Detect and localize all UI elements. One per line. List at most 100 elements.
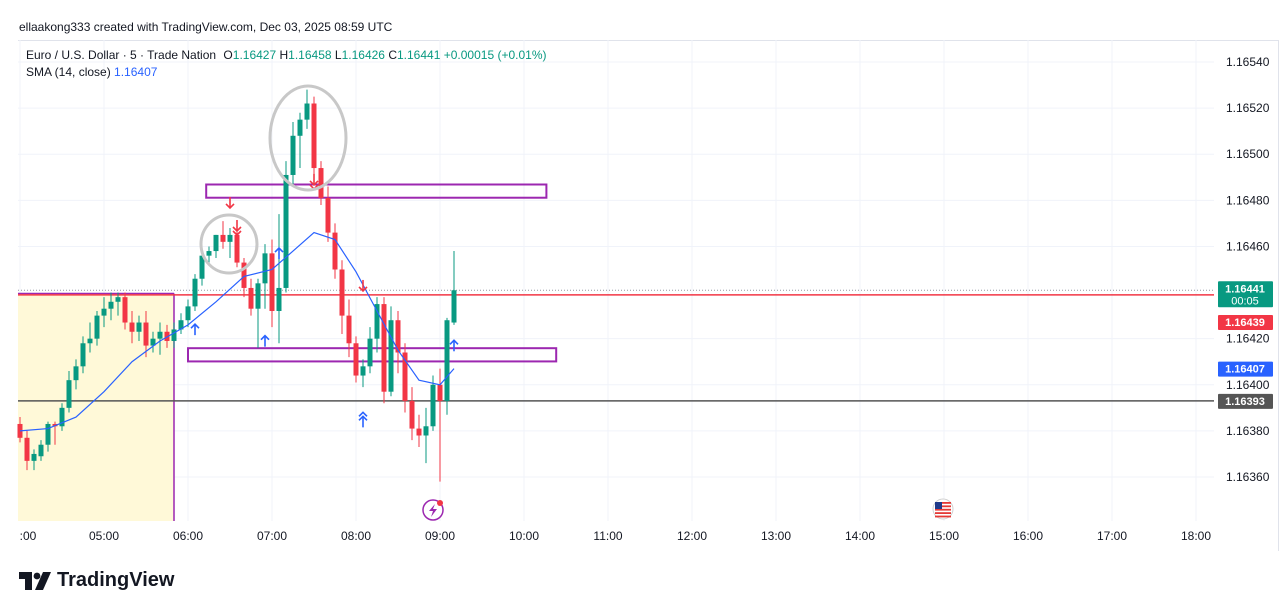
candle-body <box>339 269 345 316</box>
candle-body <box>388 320 394 392</box>
open-value: 1.16427 <box>232 48 277 62</box>
candle-body <box>24 437 30 461</box>
time-axis[interactable]: :00 05:00 06:00 07:00 08:00 09:00 10:00 11:00 12… <box>20 529 1212 543</box>
time-tick-label: 16:00 <box>1013 529 1043 543</box>
sma-line <box>19 231 455 432</box>
time-tick-label: 09:00 <box>425 529 455 543</box>
candle-body <box>192 278 198 307</box>
candle-body <box>178 320 184 330</box>
zone-rectangle[interactable] <box>205 183 548 199</box>
candle-body <box>346 315 352 344</box>
candle-body <box>108 301 114 309</box>
candle-body <box>353 343 359 376</box>
ohlc-row: Euro / U.S. Dollar · 5 · Trade Nation O1… <box>26 47 546 64</box>
flag-stripe <box>935 502 951 504</box>
lightning-event-icon[interactable] <box>422 499 444 521</box>
arrow-up-icon <box>260 334 270 341</box>
candle-body <box>45 423 51 445</box>
flag-stripe <box>935 515 951 518</box>
time-tick-label: 05:00 <box>89 529 119 543</box>
candle-body <box>395 320 401 353</box>
arrow-up-icon <box>190 323 200 329</box>
candle-body <box>38 444 44 457</box>
time-tick-label: 07:00 <box>257 529 287 543</box>
price-tick-label: 1.16500 <box>1226 147 1270 161</box>
arrow-up-icon <box>358 415 368 421</box>
candle-body <box>402 352 408 401</box>
candle-body <box>143 322 149 346</box>
candle-body <box>311 103 317 169</box>
candle-body <box>437 384 443 401</box>
time-tick-label: 14:00 <box>845 529 875 543</box>
candle-body <box>157 331 163 339</box>
price-tick-label: 1.16360 <box>1226 470 1270 484</box>
candle-body <box>381 304 387 392</box>
candle-body <box>213 234 219 252</box>
candle-body <box>73 366 79 381</box>
candle-body <box>206 251 212 256</box>
candle-body <box>94 315 100 339</box>
sma-row[interactable]: SMA (14, close) 1.16407 <box>26 64 546 81</box>
close-value: 1.16441 <box>397 48 441 62</box>
candle-body <box>87 338 93 344</box>
level-lines <box>18 289 1214 402</box>
candle-body <box>444 320 450 401</box>
candle-body <box>297 119 303 136</box>
price-axis[interactable]: 1.16540 1.16520 1.16500 1.16480 1.16460 1.164… <box>1226 55 1270 484</box>
time-tick-label: 12:00 <box>677 529 707 543</box>
candle-body <box>17 423 23 438</box>
tradingview-logo-icon <box>19 571 51 590</box>
time-tick-label: 06:00 <box>173 529 203 543</box>
price-tick-label: 1.16420 <box>1226 332 1270 346</box>
price-tick-label: 1.16460 <box>1226 239 1270 253</box>
candle-body <box>227 234 233 242</box>
candle-body <box>199 255 205 279</box>
candle-body <box>367 338 373 367</box>
sma-value: 1.16407 <box>114 65 158 79</box>
candle-body <box>332 232 338 270</box>
chart-credit: ellaakong333 created with TradingView.co… <box>19 20 393 34</box>
annotations <box>190 84 459 428</box>
close-label: C <box>388 48 397 62</box>
candle-body <box>304 103 310 120</box>
symbol-label[interactable]: Euro / U.S. Dollar · 5 · Trade Nation <box>26 48 217 62</box>
highlight-circle <box>199 213 259 275</box>
price-label-box <box>1218 393 1273 409</box>
price-label-text: 1.16393 <box>1225 396 1265 408</box>
chart-legend: Euro / U.S. Dollar · 5 · Trade Nation O1… <box>26 47 546 81</box>
flag-canton <box>935 502 942 509</box>
candle-body <box>234 234 240 263</box>
high-label: H <box>279 48 289 62</box>
candle-body <box>129 322 135 332</box>
candle-body <box>150 338 156 346</box>
event-dot <box>437 500 443 506</box>
double-arrow-down-icon <box>232 230 242 237</box>
candle-body <box>374 304 380 339</box>
flag-stripe <box>935 508 951 511</box>
candle-body <box>136 322 142 332</box>
candle-body <box>31 453 37 461</box>
arrow-down-icon <box>358 286 368 293</box>
candle-body <box>101 308 107 316</box>
time-tick-label: :00 <box>20 529 37 543</box>
candle-body <box>255 283 261 309</box>
candle-body <box>241 262 247 288</box>
time-tick-label: 17:00 <box>1097 529 1127 543</box>
events[interactable] <box>422 498 954 521</box>
price-label-box <box>1218 315 1273 330</box>
candle-body <box>185 306 191 321</box>
time-tick-label: 08:00 <box>341 529 371 543</box>
double-arrow-up-icon <box>358 411 368 417</box>
us-flag-event-icon[interactable] <box>932 498 954 520</box>
time-tick-label: 18:00 <box>1181 529 1211 543</box>
sma-label: SMA (14, close) <box>26 65 111 79</box>
arrow-down-icon <box>232 226 242 233</box>
candle-body <box>66 380 72 408</box>
low-value: 1.16426 <box>341 48 385 62</box>
candle-body <box>423 426 429 436</box>
tradingview-logo[interactable]: TradingView <box>19 569 174 592</box>
open-label: O <box>223 48 233 62</box>
time-tick-label: 13:00 <box>761 529 791 543</box>
price-tick-label: 1.16380 <box>1226 424 1270 438</box>
